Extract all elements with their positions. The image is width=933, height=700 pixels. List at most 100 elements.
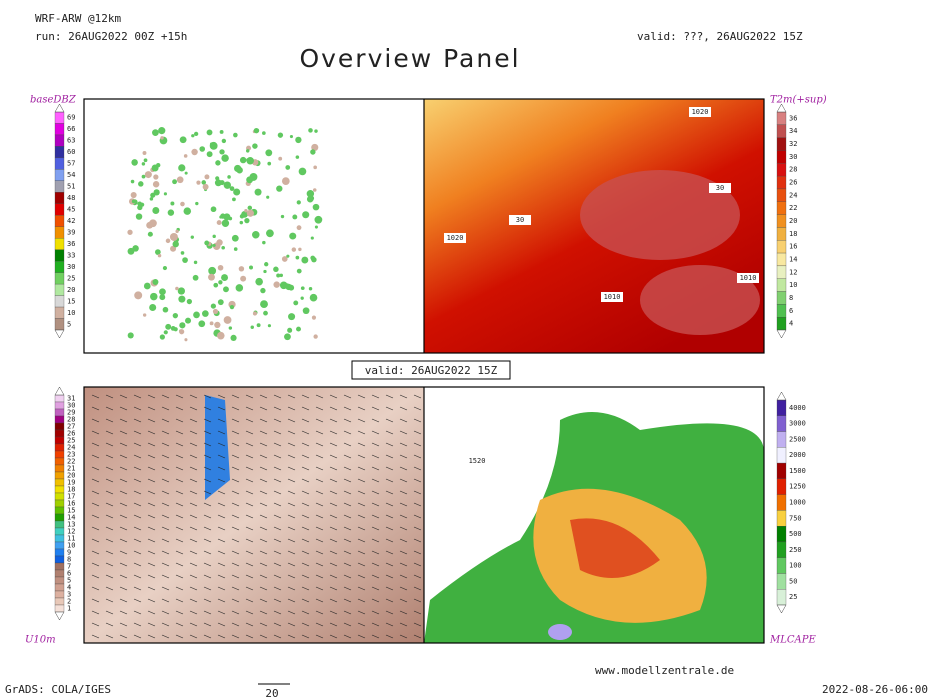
wind-arrow (133, 418, 142, 423)
colorbar-box (776, 163, 787, 177)
echo (246, 149, 250, 153)
wind-arrow (147, 490, 156, 495)
colorbar-label: 22 (67, 458, 75, 466)
colorbar-box (776, 447, 787, 464)
colorbar-box (54, 169, 65, 181)
echo (295, 255, 300, 260)
echo (289, 134, 294, 139)
panel-label: MLCAPE (769, 635, 816, 646)
colorbar-box (54, 464, 65, 473)
wind-arrow (91, 562, 100, 567)
colorbar-label: 24 (67, 444, 75, 452)
wind-arrow (161, 526, 170, 531)
wind-arrow (259, 418, 268, 423)
wind-arrow (189, 526, 198, 531)
wind-arrow (189, 562, 198, 567)
colorbar-box (54, 597, 65, 606)
wind-arrow (343, 430, 352, 435)
echo (312, 188, 317, 192)
colorbar-box (776, 478, 787, 495)
colorbar-label: 1250 (789, 483, 806, 491)
echo (215, 160, 221, 166)
wind-arrow (231, 550, 240, 555)
echo (233, 132, 238, 138)
wind-arrow (315, 622, 324, 627)
wind-arrow (161, 502, 170, 507)
echo (201, 180, 207, 185)
wind-arrow (343, 406, 352, 411)
echo (212, 234, 216, 239)
colorbar-label: 34 (789, 127, 797, 135)
wind-arrow (399, 574, 408, 579)
wind-arrow (329, 490, 338, 495)
valid: valid: ???, 26AUG2022 15Z (637, 30, 803, 43)
echo (206, 151, 213, 158)
wind-arrow (273, 574, 282, 579)
echo (301, 256, 309, 264)
wind-arrow (259, 454, 268, 459)
wind-arrow (287, 562, 296, 567)
wind-arrow (329, 430, 338, 435)
colorbar-label: 30 (789, 153, 797, 161)
wind-arrow (385, 478, 394, 483)
timestamp: 2022-08-26-06:00 (822, 683, 928, 696)
wind-arrow (245, 490, 254, 495)
wind-arrow (119, 610, 128, 615)
echo (229, 186, 235, 191)
wind-arrow (231, 502, 240, 507)
wind-arrow (301, 454, 310, 459)
wind-arrow (147, 538, 156, 543)
colorbar-box (54, 238, 65, 250)
echo (223, 181, 232, 189)
wind-arrow (357, 490, 366, 495)
echo (131, 159, 138, 166)
echo (276, 185, 283, 192)
wind-arrow (133, 526, 142, 531)
echo (167, 209, 175, 216)
colorbar-box (54, 583, 65, 592)
wind-arrow (371, 490, 380, 495)
wind-arrow (287, 430, 296, 435)
colorbar-box (54, 192, 65, 204)
colorbar-label: 57 (67, 160, 75, 168)
wind-arrow (329, 502, 338, 507)
wind-arrow (147, 406, 156, 411)
echo (256, 323, 261, 328)
wind-arrow (413, 466, 422, 471)
echo (313, 165, 317, 170)
wind-arrow (287, 538, 296, 543)
echo (212, 308, 219, 315)
wind-arrow (245, 550, 254, 555)
wind-arrow (413, 478, 422, 483)
wind-arrow (231, 478, 240, 483)
contour-label: 1020 (447, 234, 464, 242)
colorbar-box (54, 541, 65, 550)
echo (311, 256, 317, 263)
wind-arrow (147, 610, 156, 615)
wind-arrow (301, 598, 310, 603)
wind-arrow (371, 622, 380, 627)
echo (310, 236, 314, 240)
wind-arrow (175, 634, 184, 639)
wind-arrow (189, 586, 198, 591)
colorbar-box (54, 492, 65, 501)
wind-arrow (343, 418, 352, 423)
wind-arrow (357, 418, 366, 423)
wind-arrow (245, 418, 254, 423)
echo (217, 331, 225, 340)
wind-arrow (385, 598, 394, 603)
wind-arrow (161, 418, 170, 423)
wind-arrow (315, 586, 324, 591)
wind-arrow (399, 490, 408, 495)
colorbar-label: 5 (67, 320, 71, 328)
wind-arrow (175, 430, 184, 435)
wind-arrow (203, 538, 212, 543)
echo (172, 312, 179, 319)
echo (260, 300, 268, 309)
echo (141, 174, 146, 179)
colorbar-box (54, 513, 65, 522)
colorbar-box (54, 562, 65, 571)
wind-arrow (357, 562, 366, 567)
colorbar-label: 1 (67, 605, 71, 613)
wind-arrow (287, 514, 296, 519)
